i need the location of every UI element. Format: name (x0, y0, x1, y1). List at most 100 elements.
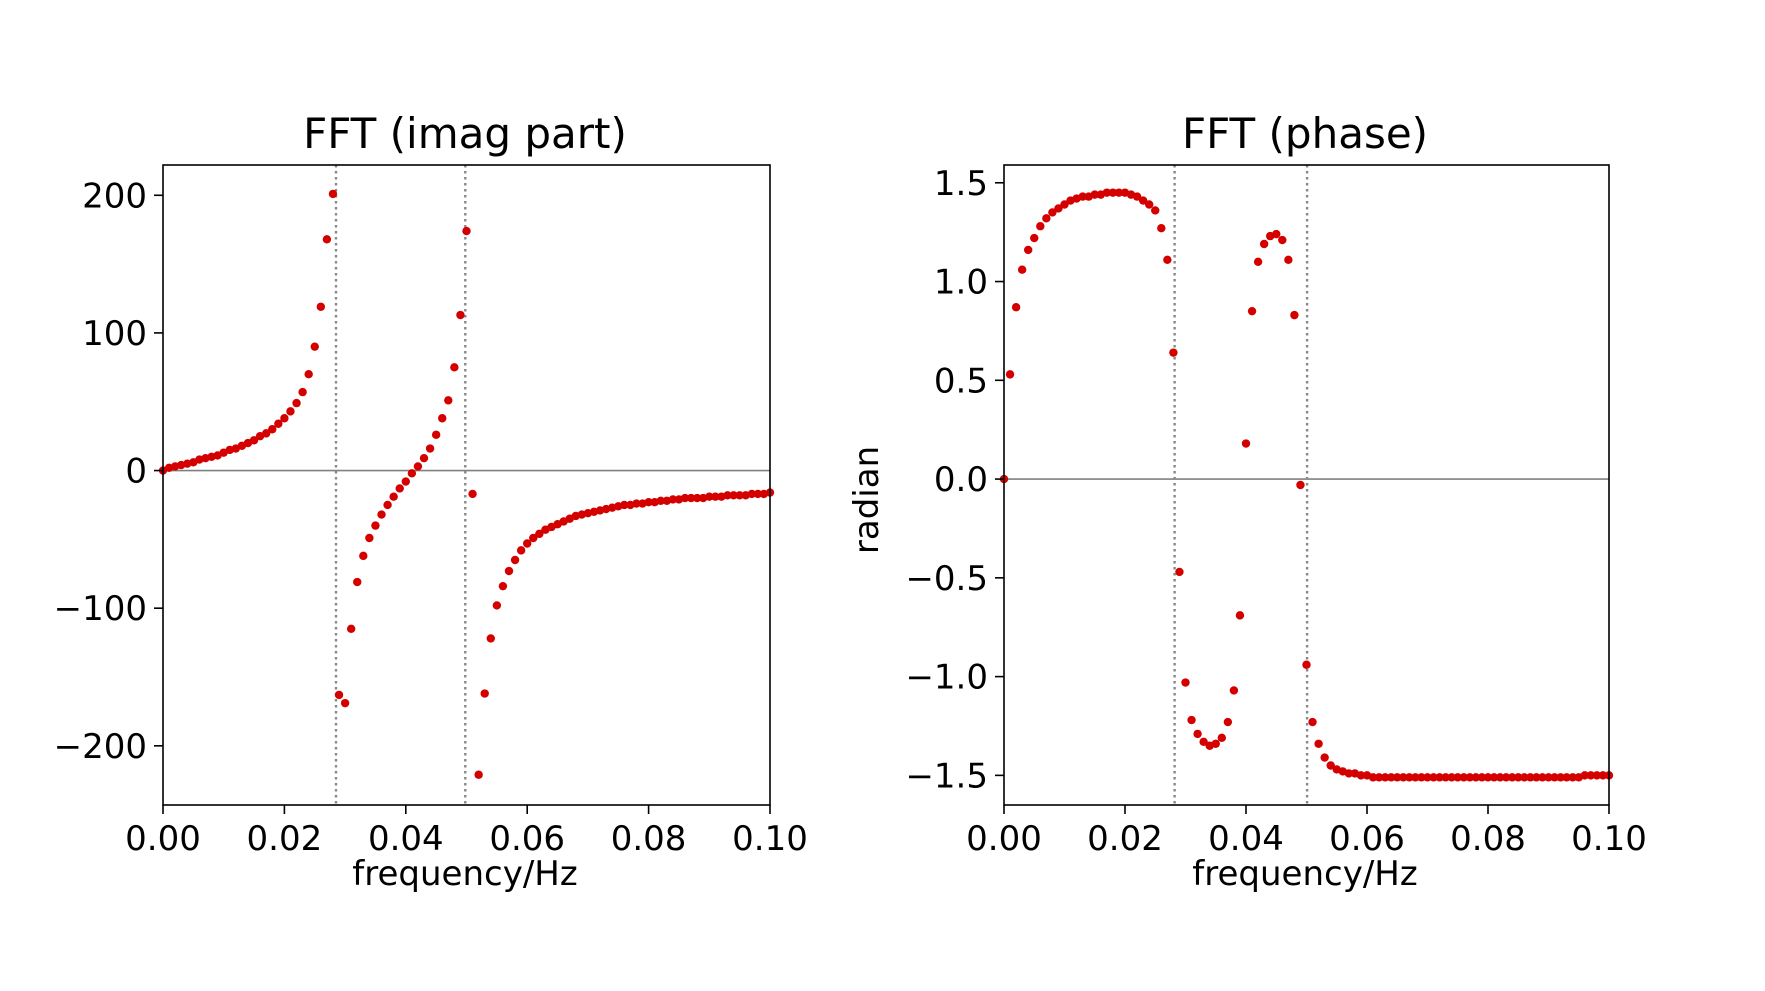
data-point (389, 492, 398, 501)
data-point (644, 498, 653, 507)
data-point (413, 462, 423, 471)
x-tick-label: 0.08 (1450, 819, 1526, 859)
data-point (1314, 739, 1323, 748)
x-tick-label: 0.06 (489, 819, 565, 859)
data-point (1048, 208, 1057, 217)
data-point (383, 500, 392, 510)
data-point (1302, 660, 1311, 669)
data-point (249, 436, 259, 445)
data-point (1169, 348, 1178, 357)
data-point (620, 500, 629, 510)
data-point (480, 689, 489, 698)
data-point (1247, 306, 1257, 316)
y-tick-label: −0.5 (905, 559, 988, 599)
data-point (711, 492, 720, 501)
x-tick-label: 0.10 (732, 819, 808, 859)
data-point (304, 370, 313, 379)
data-point (474, 770, 483, 779)
data-point (1223, 717, 1233, 727)
data-point (1441, 773, 1450, 782)
data-point (523, 539, 532, 548)
data-point (1417, 773, 1426, 782)
data-point (274, 419, 283, 428)
data-point (280, 414, 289, 423)
y-tick-label: −100 (54, 589, 147, 629)
data-point (1211, 739, 1220, 748)
data-point (1241, 439, 1251, 448)
data-point (1151, 206, 1160, 215)
data-point (1586, 771, 1596, 780)
panel-imag-part: FFT (imag part) 0.00 0.02 0.04 0.06 0.08 0.10… (54, 109, 808, 894)
data-point (377, 510, 386, 519)
x-axis-label: frequency/Hz (1192, 854, 1417, 894)
data-point (334, 690, 344, 700)
data-point (1411, 773, 1420, 782)
data-point (516, 546, 526, 555)
data-point (1520, 773, 1529, 782)
data-point (1387, 773, 1396, 782)
data-point (1145, 200, 1154, 209)
data-point (1278, 235, 1287, 245)
data-point (1526, 773, 1535, 782)
data-point (365, 533, 374, 543)
y-tick-label: −1.0 (905, 658, 988, 698)
x-tick-label: 0.06 (1329, 819, 1405, 859)
data-point (371, 521, 380, 530)
data-point (328, 189, 338, 199)
data-point (486, 634, 495, 643)
data-point (1477, 773, 1487, 782)
data-point (1508, 773, 1517, 782)
data-point (1108, 188, 1118, 197)
data-point (1163, 255, 1172, 265)
data-point (1550, 773, 1559, 782)
data-point (1284, 255, 1293, 265)
data-point (1181, 678, 1190, 687)
data-point (1042, 214, 1051, 223)
data-point (1005, 370, 1015, 379)
data-point (450, 363, 459, 372)
plot-area: 0.00 0.02 0.04 0.06 0.08 0.10 1.5 1.0 0.5 0.0 −0.5… (905, 164, 1646, 859)
data-point (1471, 773, 1481, 782)
data-point (1544, 773, 1553, 782)
data-point (1217, 733, 1227, 743)
data-point (1465, 773, 1475, 782)
data-point (1429, 773, 1438, 782)
data-point (1556, 773, 1565, 782)
data-point (1175, 567, 1184, 577)
data-point (1380, 773, 1390, 782)
x-tick-label: 0.02 (247, 819, 323, 859)
data-point (1011, 303, 1021, 312)
data-point (1138, 196, 1148, 205)
x-tick-label: 0.04 (368, 819, 444, 859)
data-point (1326, 761, 1335, 770)
data-point (292, 398, 301, 408)
data-point (747, 489, 756, 499)
data-point (735, 491, 744, 500)
data-point (419, 453, 429, 463)
y-tick-label: −200 (54, 727, 147, 767)
data-point (1308, 717, 1317, 727)
data-point (1060, 200, 1069, 209)
data-point (632, 499, 641, 508)
data-point (1078, 192, 1087, 201)
data-point (1290, 310, 1299, 320)
data-point (498, 581, 508, 591)
chart-title: FFT (phase) (1182, 109, 1428, 158)
data-point (322, 235, 332, 244)
y-tick-label: −1.5 (905, 756, 988, 796)
data-point (286, 407, 295, 416)
data-point (1356, 771, 1366, 780)
data-point (705, 492, 714, 501)
data-point (529, 533, 538, 543)
data-point (340, 698, 350, 708)
data-point (1187, 715, 1196, 725)
plot-area: 0.00 0.02 0.04 0.06 0.08 0.10 200 100 0 −100 −200 (54, 164, 808, 859)
x-tick-label: 0.04 (1208, 819, 1284, 859)
data-point (1532, 773, 1541, 782)
data-point (753, 489, 763, 499)
data-point (510, 555, 520, 565)
data-point (425, 444, 435, 453)
data-point (1459, 773, 1469, 782)
data-point (1374, 773, 1384, 782)
data-point (1399, 773, 1408, 782)
